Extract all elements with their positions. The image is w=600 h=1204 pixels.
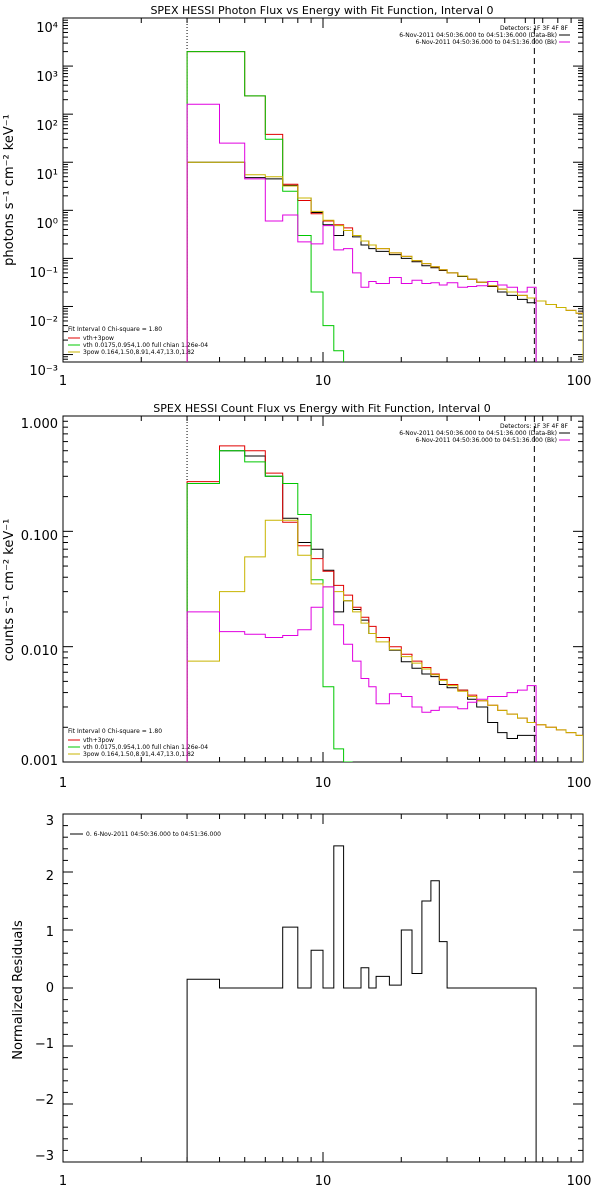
y-axis-ticks [63,17,583,363]
series-3pow [186,519,583,762]
legend-entry-vth: vth 0.0175,0.954,1.00 full chian 1.26e-0… [83,342,208,349]
series-vth-3pow [186,51,583,362]
y-tick-label: 2 [46,869,54,884]
photon-flux-title: SPEX HESSI Photon Flux vs Energy with Fi… [150,4,493,17]
y-tick-label: 10⁻² [29,315,58,330]
x-tick-label: 100 [567,776,592,791]
y-tick-label: 1.000 [21,417,58,432]
residuals-legend-top-left: 0. 6-Nov-2011 04:50:36.000 to 04:51:36.0… [70,831,221,838]
y-tick-label: −1 [35,1037,54,1052]
legend-entry-vth-3pow: vth+3pow [83,737,114,744]
series-3pow [186,161,583,362]
series-0-6-nov-2011-04-50-36-000-to-04-51-36-000 [186,845,537,1162]
y-tick-label: 10⁻¹ [29,266,58,281]
y-axis-ticks [63,415,583,763]
residuals-x-ticks: 1 10 100 [59,1174,592,1189]
series-group [186,845,537,1162]
y-tick-label: 1 [46,925,54,940]
x-axis-ticks [62,416,572,762]
y-tick-label: 10⁴ [36,21,58,36]
series-vth-3pow [186,445,583,762]
series-data-bk [186,161,537,362]
photon-flux-panel: SPEX HESSI Photon Flux vs Energy with Fi… [2,4,591,389]
legend-entry-3pow: 3pow 0.164,1.50,8.91,4.47,13.0,1.82 [83,349,195,356]
series-group [186,445,583,762]
y-tick-label: 0.100 [21,529,58,544]
legend-header: Fit Interval 0 Chi-square = 1.80 [68,326,162,333]
y-tick-label: 10³ [36,70,58,85]
series-data-bk [186,450,537,762]
y-tick-label: 10¹ [36,168,58,183]
x-tick-label: 10 [315,1174,332,1189]
y-tick-label: 0.001 [21,754,58,769]
y-tick-label: 3 [46,814,54,829]
y-tick-label: −2 [35,1093,54,1108]
count-flux-legend-bottom-left: Fit Interval 0 Chi-square = 1.80 vth+3po… [68,728,208,758]
y-tick-label: 10⁻³ [29,364,58,379]
x-tick-label: 100 [567,374,592,389]
legend-entry-vth-3pow: vth+3pow [83,335,114,342]
count-flux-x-ticks: 1 10 100 [59,776,592,791]
x-tick-label: 1 [59,1174,67,1189]
count-flux-panel: SPEX HESSI Count Flux vs Energy with Fit… [2,402,591,791]
y-axis-ticks [63,813,583,1163]
legend-header: Fit Interval 0 Chi-square = 1.80 [68,728,162,735]
photon-flux-legend-bottom-left: Fit Interval 0 Chi-square = 1.80 vth+3po… [68,326,208,356]
series-vth [186,450,353,762]
series-bk [186,103,537,362]
y-tick-label: 0.010 [21,644,58,659]
x-axis-ticks [62,18,572,362]
residuals-y-ticks: 3 2 1 0 −1 −2 −3 [35,814,54,1164]
photon-flux-x-ticks: 1 10 100 [59,374,592,389]
legend-entry-data-bk: 6-Nov-2011 04:50:36.000 to 04:51:36.000 … [399,32,557,39]
x-tick-label: 10 [315,374,332,389]
y-tick-label: 0 [46,981,54,996]
count-flux-title: SPEX HESSI Count Flux vs Energy with Fit… [153,402,490,415]
y-tick-label: 10⁰ [36,217,58,232]
series-bk [186,586,537,762]
photon-flux-legend-top-right: Detectors: 1F 3F 4F 8F 6-Nov-2011 04:50:… [399,25,570,46]
x-tick-label: 100 [567,1174,592,1189]
y-tick-label: 10² [36,119,58,134]
legend-entry-bk: 6-Nov-2011 04:50:36.000 to 04:51:36.000 … [415,437,557,444]
count-flux-y-ticks: 1.000 0.100 0.010 0.001 [21,417,58,769]
count-flux-legend-top-right: Detectors: 1F 3F 4F 8F 6-Nov-2011 04:50:… [399,423,570,444]
legend-entry-data-bk: 6-Nov-2011 04:50:36.000 to 04:51:36.000 … [399,430,557,437]
x-tick-label: 1 [59,776,67,791]
photon-flux-y-ticks: 10⁴ 10³ 10² 10¹ 10⁰ 10⁻¹ 10⁻² 10⁻³ [29,21,58,379]
series-group [186,51,583,362]
photon-flux-ylabel: photons s⁻¹ cm⁻² keV⁻¹ [2,114,17,266]
legend-entry-residual: 0. 6-Nov-2011 04:50:36.000 to 04:51:36.0… [86,831,221,838]
count-flux-ylabel: counts s⁻¹ cm⁻² keV⁻¹ [2,519,17,662]
x-tick-label: 10 [315,776,332,791]
legend-entry-bk: 6-Nov-2011 04:50:36.000 to 04:51:36.000 … [415,39,557,46]
x-tick-label: 1 [59,374,67,389]
residuals-panel: Normalized Residuals 3 2 1 0 −1 −2 −3 1 … [11,813,592,1189]
y-tick-label: −3 [35,1149,54,1164]
legend-entry-3pow: 3pow 0.164,1.50,8.91,4.47,13.0,1.82 [83,751,195,758]
legend-entry-vth: vth 0.0175,0.954,1.00 full chian 1.26e-0… [83,744,208,751]
residuals-ylabel: Normalized Residuals [11,920,26,1060]
